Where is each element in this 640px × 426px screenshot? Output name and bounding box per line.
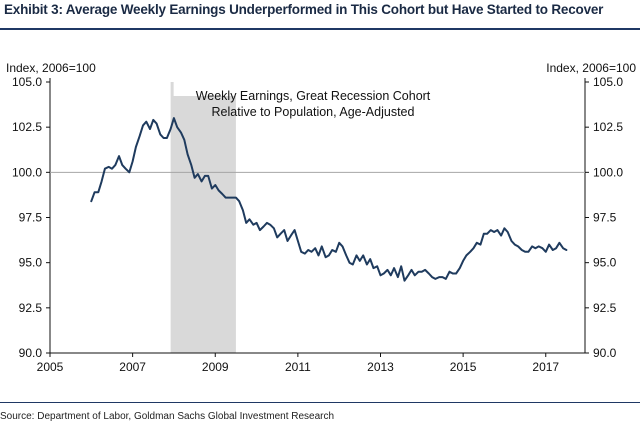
y-tick-label-right: 100.0 [593,165,623,179]
annotation-line-1: Weekly Earnings, Great Recession Cohort [196,89,431,103]
y-tick-label-right: 102.5 [593,120,623,134]
x-tick-label: 2015 [450,360,477,374]
y-tick-label-left: 105.0 [12,75,42,89]
y-tick-label-right: 90.0 [593,346,617,360]
chart-title: Exhibit 3: Average Weekly Earnings Under… [4,2,604,17]
y-tick-label-right: 105.0 [593,75,623,89]
y-tick-label-left: 92.5 [19,301,43,315]
x-tick-label: 2005 [37,360,64,374]
x-tick-label: 2017 [532,360,559,374]
right-axis-label: Index, 2006=100 [546,61,636,75]
y-tick-label-right: 92.5 [593,301,617,315]
x-tick-label: 2013 [367,360,394,374]
recession-shading-marker [170,82,174,96]
title-rule [0,28,640,30]
y-tick-label-right: 97.5 [593,211,617,225]
chart-svg: 90.0 90.0 92.5 92.5 95.0 95.0 97.5 97.5 100.0 100… [6,61,636,374]
source-note: Source: Department of Labor, Goldman Sac… [0,411,335,422]
y-tick-label-left: 102.5 [12,120,42,134]
y-tick-label-left: 100.0 [12,165,42,179]
left-axis-label: Index, 2006=100 [6,61,96,75]
x-tick-label: 2007 [119,360,146,374]
annotation-line-2: Relative to Population, Age-Adjusted [212,105,415,119]
x-tick-label: 2011 [285,360,311,374]
y-tick-label-left: 97.5 [19,211,43,225]
recession-shading [170,96,236,353]
y-tick-label-right: 95.0 [593,256,617,270]
x-tick-label: 2009 [202,360,229,374]
weekly-earnings-line [90,117,568,282]
footer-rule [0,402,640,403]
y-tick-label-left: 95.0 [19,256,43,270]
y-tick-label-left: 90.0 [19,346,43,360]
